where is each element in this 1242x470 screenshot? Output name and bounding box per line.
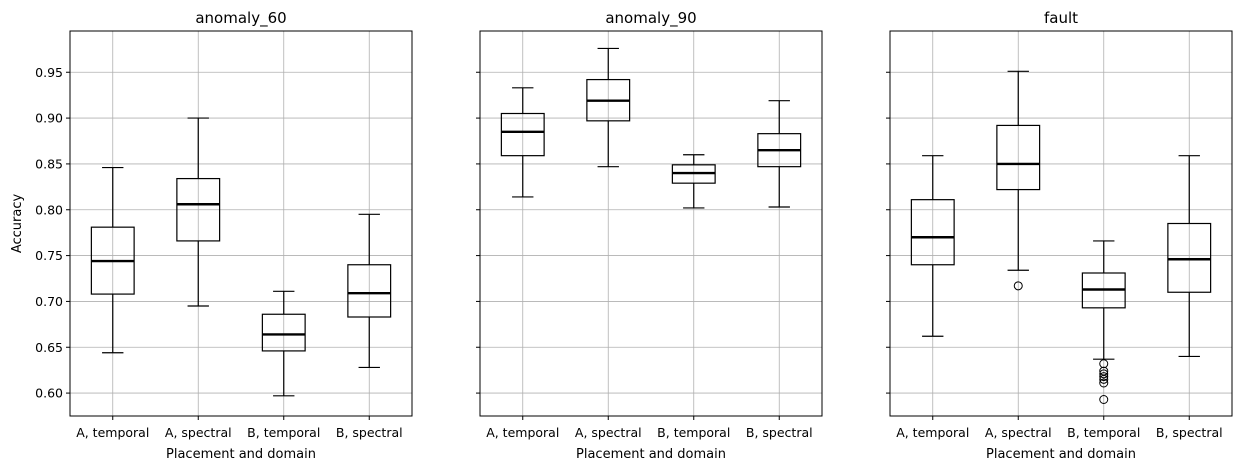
x-tick-label: A, spectral bbox=[165, 425, 232, 440]
box-iqr bbox=[910, 199, 955, 266]
axes-frame bbox=[479, 30, 823, 417]
y-tick-label: 0.80 bbox=[35, 202, 63, 217]
y-tick-label: 0.95 bbox=[35, 65, 63, 80]
x-tick-label: A, spectral bbox=[985, 425, 1052, 440]
outlier-point bbox=[1099, 369, 1109, 379]
x-tick-label: B, temporal bbox=[657, 425, 730, 440]
axes-frame bbox=[69, 30, 413, 417]
x-axis-label: Placement and domain bbox=[576, 447, 726, 462]
y-tick-label: 0.90 bbox=[35, 111, 63, 126]
x-tick-label: A, temporal bbox=[76, 425, 149, 440]
outlier-point bbox=[1099, 359, 1109, 369]
x-tick-label: B, spectral bbox=[336, 425, 403, 440]
box-iqr bbox=[1167, 222, 1212, 293]
axes-frame bbox=[889, 30, 1233, 417]
outlier-point bbox=[1099, 395, 1109, 404]
outlier-point bbox=[1099, 372, 1109, 382]
outlier-point bbox=[1099, 374, 1109, 384]
y-tick-label: 0.85 bbox=[35, 156, 63, 171]
y-tick-label: 0.75 bbox=[35, 248, 63, 263]
y-tick-label: 0.60 bbox=[35, 386, 63, 401]
x-tick-label: A, temporal bbox=[896, 425, 969, 440]
x-tick-label: B, spectral bbox=[1156, 425, 1223, 440]
y-axis-label: Accuracy bbox=[10, 194, 25, 254]
y-tick-label: 0.70 bbox=[35, 294, 63, 309]
x-axis-label: Placement and domain bbox=[166, 447, 316, 462]
outlier-point bbox=[1013, 281, 1023, 291]
box-iqr bbox=[347, 264, 392, 318]
panel-title: anomaly_60 bbox=[195, 9, 286, 28]
x-tick-label: B, temporal bbox=[247, 425, 320, 440]
panel-title: fault bbox=[1044, 9, 1078, 27]
x-tick-label: B, temporal bbox=[1067, 425, 1140, 440]
box-iqr bbox=[996, 124, 1041, 191]
x-tick-label: B, spectral bbox=[746, 425, 813, 440]
x-tick-label: A, temporal bbox=[486, 425, 559, 440]
box-iqr bbox=[500, 112, 545, 157]
y-tick-label: 0.65 bbox=[35, 340, 63, 355]
box-iqr bbox=[176, 177, 221, 242]
x-axis-label: Placement and domain bbox=[986, 447, 1136, 462]
x-tick-label: A, spectral bbox=[575, 425, 642, 440]
box-iqr bbox=[261, 313, 306, 352]
panel-title: anomaly_90 bbox=[605, 9, 696, 28]
outlier-point bbox=[1099, 378, 1109, 388]
